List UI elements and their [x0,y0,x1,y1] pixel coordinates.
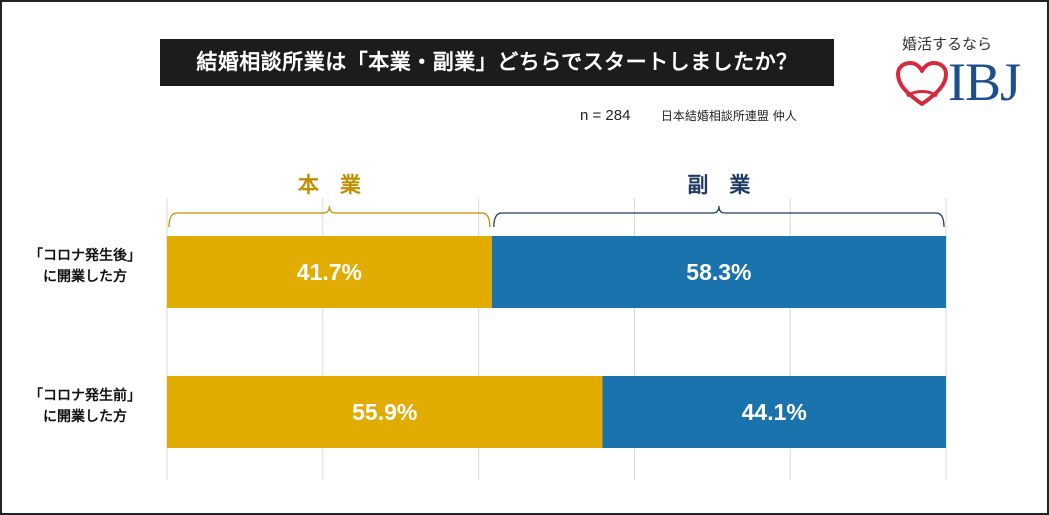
heart-icon [896,61,948,106]
data-label: 41.7% [297,259,362,285]
category-label-line: に開業した方 [43,269,127,285]
bar-segment [491,236,946,308]
bar-segment [167,376,603,448]
category-label-line: 「コロナ発生前」 [29,388,141,404]
data-label: 44.1% [742,399,807,425]
bar-segment [167,236,492,308]
source-label: 日本結婚相談所連盟 仲人 [660,109,797,123]
logo-brand: IBJ [948,52,1021,112]
legend-label: 副 業 [687,173,751,197]
data-label: 58.3% [686,259,751,285]
sample-size: n = 284 [580,107,631,124]
legend-label: 本 業 [298,173,362,197]
category-label-line: に開業した方 [43,409,127,425]
data-label: 55.9% [352,399,417,425]
category-label: 「コロナ発生後」 に開業した方 [10,246,160,288]
sample-note: n = 284 日本結婚相談所連盟 仲人 [580,107,797,124]
category-label: 「コロナ発生前」 に開業した方 [10,386,160,428]
bar-segment [602,376,946,448]
category-label-line: 「コロナ発生後」 [29,248,141,264]
legend-brace [493,205,945,228]
legend-brace [168,205,491,228]
chart-title: 結婚相談所業は「本業・副業」どちらでスタートしましたか？ [160,39,834,86]
logo-tagline: 婚活するなら [902,35,993,53]
